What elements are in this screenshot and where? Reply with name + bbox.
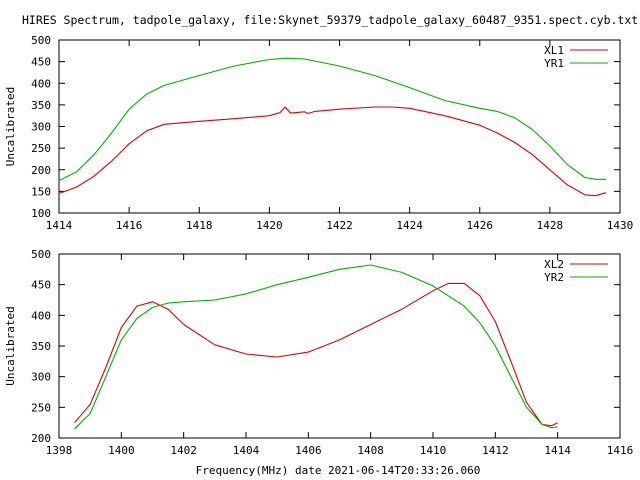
- x-tick-label: 1416: [607, 444, 634, 457]
- x-tick-label: 1410: [420, 444, 447, 457]
- x-tick-label: 1406: [295, 444, 322, 457]
- y-axis-label: Uncalibrated: [4, 87, 17, 166]
- y-tick-label: 150: [31, 185, 51, 198]
- figure-title: HIRES Spectrum, tadpole_galaxy, file:Sky…: [22, 13, 638, 27]
- series-line-xl2: [74, 282, 558, 427]
- y-tick-label: 300: [31, 121, 51, 134]
- x-tick-label: 1404: [233, 444, 260, 457]
- y-tick-label: 200: [31, 164, 51, 177]
- y-tick-label: 500: [31, 34, 51, 47]
- y-tick-label: 250: [31, 142, 51, 155]
- x-tick-label: 1416: [116, 219, 143, 232]
- y-tick-label: 400: [31, 77, 51, 90]
- x-tick-label: 1408: [357, 444, 384, 457]
- y-tick-label: 250: [31, 401, 51, 414]
- x-tick-label: 1402: [170, 444, 197, 457]
- series-line-yr2: [74, 264, 558, 430]
- x-tick-label: 1414: [46, 219, 73, 232]
- x-tick-label: 1422: [326, 219, 353, 232]
- y-tick-label: 100: [31, 207, 51, 220]
- y-tick-label: 450: [31, 56, 51, 69]
- legend-label: XL1: [544, 44, 564, 57]
- x-tick-label: 1428: [537, 219, 564, 232]
- y-tick-label: 400: [31, 309, 51, 322]
- legend-label: YR1: [544, 57, 564, 70]
- x-tick-label: 1420: [256, 219, 283, 232]
- y-tick-label: 200: [31, 432, 51, 445]
- bottom-spectrum-panel: 200 250 300 350 400 450 500 1398 1400 1402 1404 140…: [4, 248, 633, 457]
- y-tick-label: 500: [31, 248, 51, 261]
- x-tick-label: 1418: [186, 219, 213, 232]
- series-line-yr1: [58, 57, 606, 182]
- x-tick-label: 1414: [544, 444, 571, 457]
- legend-label: YR2: [544, 271, 564, 284]
- top-spectrum-panel: 100 150 200 250 300 350 400 450 500 1414 1416 1418 1…: [4, 34, 633, 232]
- x-tick-label: 1412: [482, 444, 509, 457]
- series-line-xl1: [58, 106, 607, 197]
- y-tick-label: 350: [31, 99, 51, 112]
- x-tick-label: 1400: [108, 444, 135, 457]
- x-axis-label: Frequency(MHz) date 2021-06-14T20:33:26.…: [196, 464, 481, 477]
- plot-frame: [58, 253, 621, 439]
- x-tick-label: 1398: [46, 444, 73, 457]
- y-tick-label: 350: [31, 340, 51, 353]
- y-tick-label: 450: [31, 279, 51, 292]
- y-axis-label: Uncalibrated: [4, 306, 17, 385]
- x-tick-label: 1424: [396, 219, 423, 232]
- x-tick-label: 1430: [607, 219, 634, 232]
- legend-label: XL2: [544, 258, 564, 271]
- x-tick-label: 1426: [467, 219, 494, 232]
- y-tick-label: 300: [31, 371, 51, 384]
